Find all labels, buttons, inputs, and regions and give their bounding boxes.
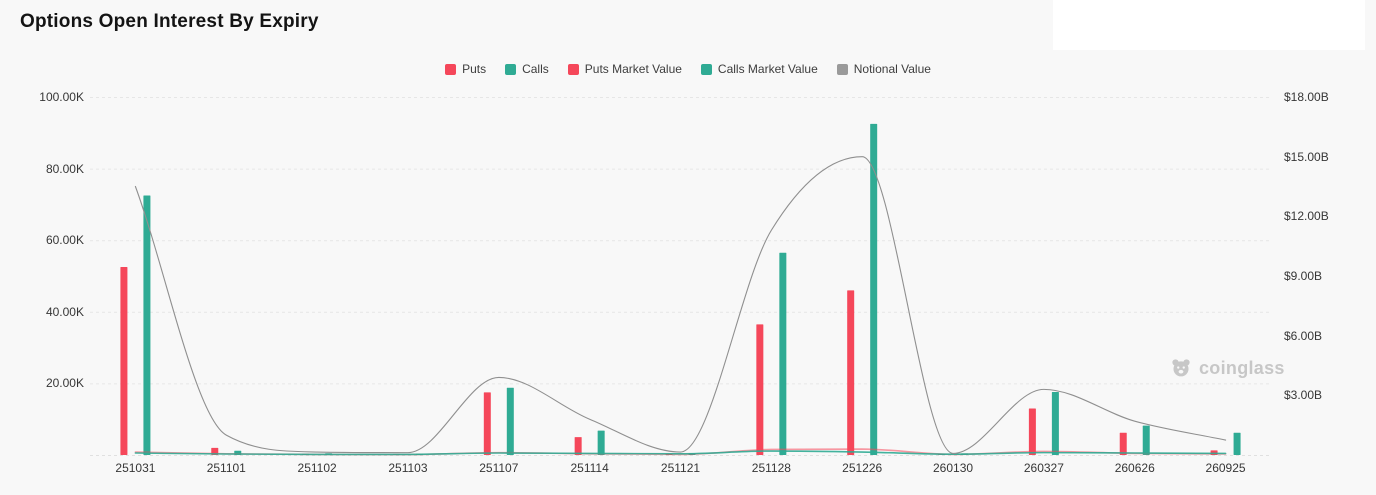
legend-label: Notional Value bbox=[853, 62, 931, 76]
legend-item-calls-market-value[interactable]: Calls Market Value bbox=[700, 62, 818, 76]
chart-legend: Puts Calls Puts Market Value Calls Market V… bbox=[0, 61, 1376, 77]
bar-calls bbox=[143, 195, 151, 455]
y-axis-left-tick: 20.00K bbox=[45, 376, 84, 391]
bar-calls bbox=[779, 252, 787, 455]
y-axis-right-tick: $15.00B bbox=[1284, 149, 1329, 164]
x-axis-label: 260925 bbox=[1205, 461, 1246, 475]
bar-puts bbox=[120, 267, 128, 455]
bar-puts bbox=[483, 392, 491, 455]
legend-swatch bbox=[567, 63, 579, 75]
x-axis-label: 251121 bbox=[660, 461, 701, 475]
legend-item-notional-value[interactable]: Notional Value bbox=[836, 62, 931, 76]
x-axis-label: 260130 bbox=[933, 461, 974, 475]
line-notional-value bbox=[134, 156, 1227, 454]
bar-calls bbox=[597, 430, 605, 455]
y-axis-left-tick: 60.00K bbox=[45, 233, 84, 248]
x-axis-label: 251103 bbox=[388, 461, 428, 475]
bar-calls bbox=[1233, 432, 1241, 455]
y-axis-right-tick: $18.00B bbox=[1284, 90, 1329, 104]
coinglass-wordmark: coinglass bbox=[1199, 357, 1285, 378]
x-axis-label: 251031 bbox=[115, 461, 156, 475]
x-axis-label: 251101 bbox=[206, 461, 246, 475]
y-axis-left-tick: 40.00K bbox=[45, 304, 84, 319]
bar-puts bbox=[756, 324, 764, 455]
legend-swatch bbox=[836, 63, 848, 75]
y-axis-right-tick: $6.00B bbox=[1284, 328, 1323, 343]
bar-calls bbox=[1051, 391, 1059, 455]
legend-swatch bbox=[445, 63, 457, 75]
bar-puts bbox=[1028, 408, 1036, 455]
x-axis-label: 260626 bbox=[1114, 461, 1155, 475]
blank-overlay-panel bbox=[1053, 0, 1365, 50]
x-axis-label: 251114 bbox=[570, 461, 609, 475]
x-axis-label: 251226 bbox=[842, 461, 883, 475]
legend-label: Calls Market Value bbox=[717, 62, 818, 76]
x-axis-label: 251107 bbox=[479, 461, 519, 475]
coinglass-logo: coinglass bbox=[1170, 357, 1285, 379]
y-axis-right-tick: $12.00B bbox=[1284, 209, 1329, 224]
bar-puts bbox=[574, 437, 582, 455]
line-calls-market-value bbox=[134, 450, 1227, 456]
bar-puts bbox=[847, 290, 855, 455]
y-axis-left-tick: 80.00K bbox=[45, 161, 84, 176]
bar-calls bbox=[870, 123, 878, 455]
coinglass-bear-icon bbox=[1172, 359, 1190, 377]
legend-label: Puts bbox=[462, 62, 487, 76]
legend-swatch bbox=[700, 63, 712, 75]
x-axis-label: 251128 bbox=[751, 461, 791, 475]
page-title: Options Open Interest By Expiry bbox=[20, 11, 319, 32]
legend-swatch bbox=[505, 63, 517, 75]
bar-calls bbox=[1142, 425, 1150, 455]
bar-puts bbox=[1119, 432, 1127, 455]
y-axis-left-tick: 100.00K bbox=[39, 90, 84, 104]
legend-label: Puts Market Value bbox=[584, 62, 682, 76]
legend-item-calls[interactable]: Calls bbox=[505, 63, 549, 75]
legend-label: Calls bbox=[522, 62, 549, 76]
legend-item-puts-market-value[interactable]: Puts Market Value bbox=[567, 62, 682, 76]
legend-item-puts[interactable]: Puts bbox=[445, 63, 486, 75]
y-axis-right-tick: $9.00B bbox=[1284, 269, 1323, 283]
y-axis-right-tick: $3.00B bbox=[1284, 388, 1323, 403]
x-axis-label: 260327 bbox=[1023, 461, 1064, 475]
bar-calls bbox=[506, 387, 514, 455]
x-axis-label: 251102 bbox=[297, 461, 337, 475]
